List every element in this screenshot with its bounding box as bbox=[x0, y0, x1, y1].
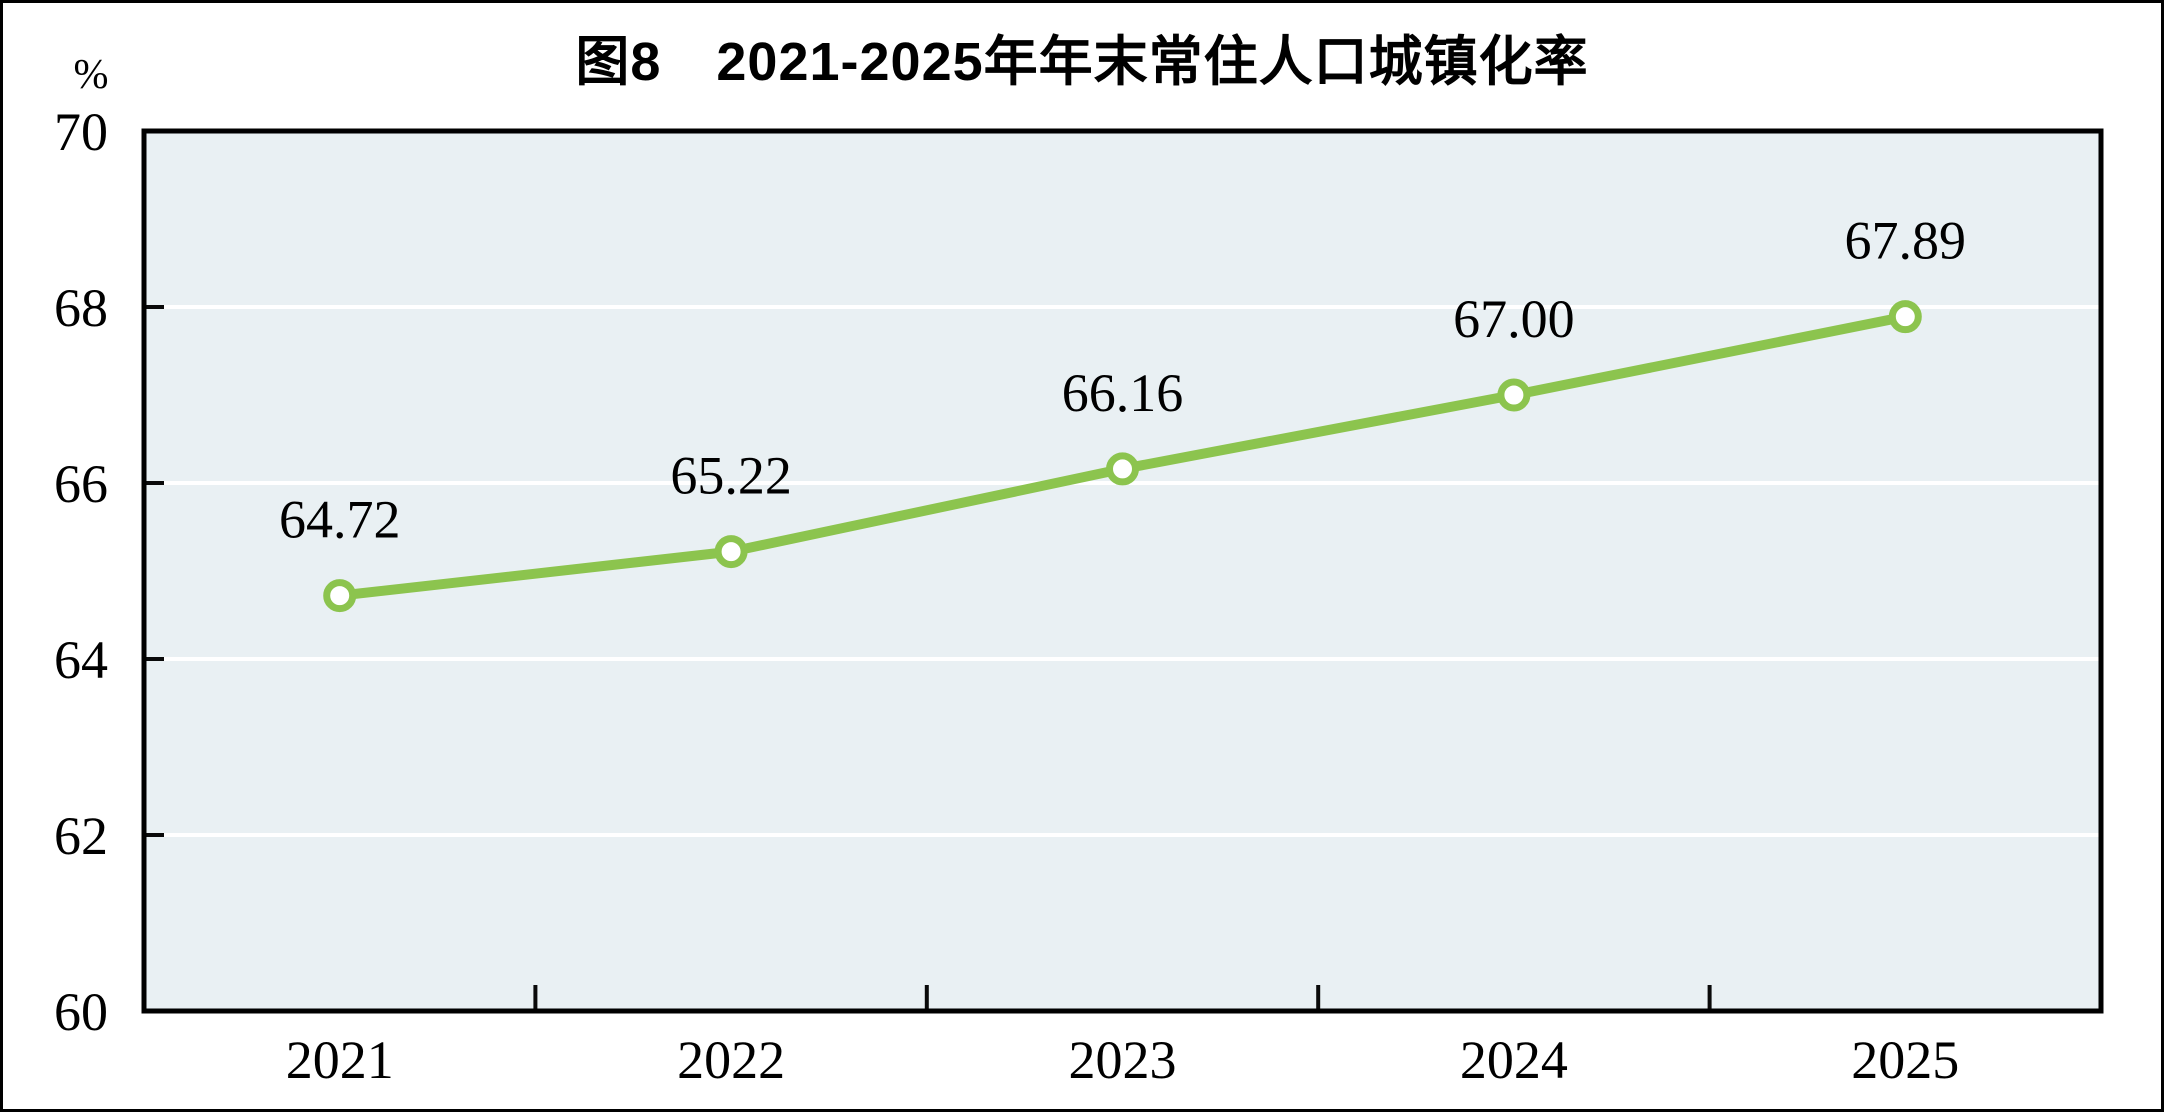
y-tick-label: 64 bbox=[54, 630, 108, 690]
y-tick-label: 62 bbox=[54, 806, 108, 866]
x-tick-label: 2025 bbox=[1851, 1030, 1959, 1090]
y-axis-unit-label: % bbox=[73, 52, 109, 98]
data-point-marker bbox=[323, 579, 357, 613]
data-point-marker bbox=[1106, 452, 1139, 486]
x-tick-label: 2022 bbox=[677, 1030, 785, 1090]
data-point-marker bbox=[1888, 300, 1922, 334]
y-tick-label: 66 bbox=[54, 454, 108, 514]
data-point-label: 64.72 bbox=[279, 490, 401, 550]
data-point-marker bbox=[714, 535, 748, 569]
chart-title: 图8 2021-2025年年末常住人口城镇化率 bbox=[575, 32, 1589, 92]
y-tick-label: 70 bbox=[54, 102, 108, 162]
x-tick-label: 2024 bbox=[1460, 1030, 1568, 1090]
line-chart: 60 62 64 66 68 70 2021 2022 2023 2024 2025 64.72 65.… bbox=[54, 102, 2104, 1090]
y-tick-label: 68 bbox=[54, 278, 108, 338]
data-point-label: 67.00 bbox=[1453, 289, 1575, 349]
data-point-label: 67.89 bbox=[1845, 211, 1967, 271]
plot-area bbox=[144, 131, 2101, 1011]
data-point-marker bbox=[1497, 378, 1531, 412]
x-tick-label: 2023 bbox=[1069, 1030, 1177, 1090]
x-tick-label: 2021 bbox=[286, 1030, 394, 1090]
y-tick-label: 60 bbox=[54, 982, 108, 1042]
data-point-label: 66.16 bbox=[1062, 363, 1184, 423]
plot-border bbox=[141, 128, 2104, 1014]
data-point-label: 65.22 bbox=[670, 446, 792, 506]
